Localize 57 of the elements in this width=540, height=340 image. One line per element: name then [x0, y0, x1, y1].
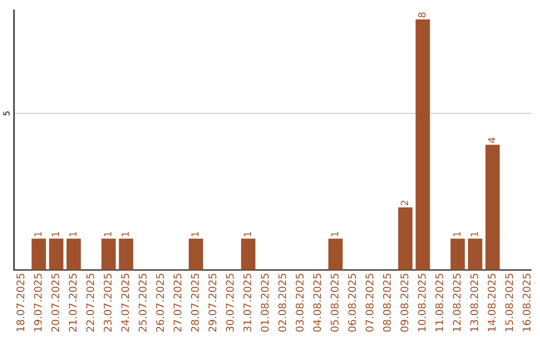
bar: [468, 238, 482, 270]
data-label: 1: [69, 232, 76, 236]
data-label: 1: [104, 232, 112, 236]
data-label: 1: [453, 232, 460, 236]
x-tick-label: 03.08.2025: [296, 274, 304, 332]
x-tick-label: 12.08.2025: [452, 274, 461, 332]
x-tick-label: 21.07.2025: [68, 274, 77, 332]
x-tick-label: 06.08.2025: [348, 274, 356, 332]
x-tick-label: 14.08.2025: [488, 274, 496, 332]
x-tick-label: 24.07.2025: [121, 274, 130, 332]
data-label: 2: [400, 200, 408, 206]
x-tick-label: 18.07.2025: [16, 274, 24, 332]
x-tick-label: 22.07.2025: [86, 274, 94, 332]
bar: [328, 238, 343, 270]
x-tick-label: 23.07.2025: [104, 274, 112, 332]
x-tick-label: 16.08.2025: [522, 274, 531, 332]
bar: [241, 238, 256, 270]
x-tick-label: 28.07.2025: [191, 274, 199, 332]
data-label: 1: [122, 232, 129, 236]
bar: [32, 238, 46, 270]
x-tick-label: 27.07.2025: [174, 274, 182, 332]
x-tick-label: 25.07.2025: [138, 274, 147, 332]
bar: [49, 238, 64, 270]
bar: [118, 238, 134, 270]
y-tick-label: 5: [3, 111, 10, 116]
data-label: 1: [470, 232, 478, 236]
data-label: 1: [52, 232, 59, 236]
data-label: 1: [191, 232, 199, 236]
data-label: 1: [34, 232, 42, 236]
x-tick-label: 19.07.2025: [34, 274, 42, 332]
bar: [101, 238, 116, 270]
x-tick-label: 31.07.2025: [243, 274, 252, 332]
x-tick-label: 29.07.2025: [208, 274, 216, 332]
x-tick-label: 05.08.2025: [330, 274, 339, 332]
x-tick-label: 26.07.2025: [156, 274, 164, 332]
x-tick-label: 01.08.2025: [260, 274, 269, 332]
x-tick-label: 09.08.2025: [400, 274, 408, 332]
data-label: 1: [244, 232, 251, 236]
x-tick-label: 13.08.2025: [470, 274, 478, 332]
data-label: 4: [488, 138, 496, 143]
bar: [66, 238, 81, 270]
data-label: 1: [331, 232, 338, 236]
x-tick-label: 15.08.2025: [505, 274, 514, 332]
bar: [398, 207, 412, 270]
x-tick-label: 04.08.2025: [313, 274, 322, 332]
x-tick-label: 08.08.2025: [383, 274, 391, 332]
data-label: 8: [418, 12, 426, 18]
bar: [188, 238, 204, 270]
x-tick-label: 11.08.2025: [435, 274, 444, 332]
x-tick-label: 30.07.2025: [226, 274, 234, 332]
bar: [450, 238, 465, 270]
x-tick-label: 02.08.2025: [278, 274, 286, 332]
bar: [485, 144, 500, 270]
x-tick-label: 20.07.2025: [51, 274, 60, 332]
x-tick-label: 07.08.2025: [366, 274, 374, 332]
bar: [416, 19, 430, 270]
x-tick-label: 10.08.2025: [418, 274, 426, 332]
